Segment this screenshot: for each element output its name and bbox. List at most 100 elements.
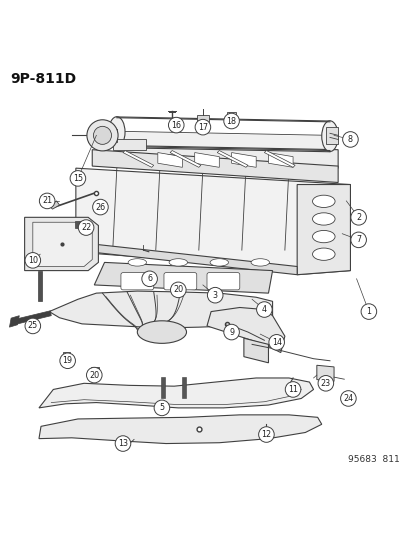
Ellipse shape [137, 321, 186, 343]
Ellipse shape [312, 230, 334, 243]
Polygon shape [125, 146, 337, 168]
Polygon shape [217, 150, 247, 167]
Circle shape [115, 436, 131, 451]
Text: 10: 10 [28, 256, 38, 265]
Polygon shape [170, 150, 200, 167]
Text: 24: 24 [342, 394, 353, 403]
Ellipse shape [312, 213, 334, 225]
Polygon shape [76, 168, 349, 274]
Circle shape [60, 353, 75, 368]
Polygon shape [24, 217, 98, 271]
Text: 7: 7 [355, 236, 360, 244]
Circle shape [268, 335, 284, 350]
Circle shape [154, 400, 169, 416]
Ellipse shape [321, 121, 337, 151]
Polygon shape [9, 316, 19, 327]
Polygon shape [92, 244, 297, 274]
Text: 22: 22 [81, 223, 91, 232]
Ellipse shape [250, 259, 269, 266]
Circle shape [170, 282, 186, 297]
Polygon shape [39, 378, 313, 408]
Circle shape [223, 113, 239, 129]
Text: 8: 8 [347, 135, 352, 144]
Text: 15: 15 [73, 174, 83, 183]
Polygon shape [264, 150, 294, 167]
Text: 19: 19 [62, 356, 73, 365]
Circle shape [342, 132, 357, 147]
Text: 4: 4 [261, 305, 266, 314]
Circle shape [258, 427, 273, 442]
Circle shape [87, 120, 118, 151]
Text: 1: 1 [366, 307, 370, 316]
Text: 13: 13 [118, 439, 128, 448]
Text: 21: 21 [42, 197, 52, 205]
Polygon shape [196, 115, 209, 122]
FancyBboxPatch shape [164, 273, 196, 290]
Text: 2: 2 [355, 213, 360, 222]
Polygon shape [226, 111, 235, 117]
Circle shape [93, 199, 108, 215]
Text: 20: 20 [173, 285, 183, 294]
Circle shape [195, 119, 210, 135]
Polygon shape [94, 262, 272, 293]
Text: 3: 3 [212, 290, 217, 300]
Circle shape [340, 391, 355, 406]
Text: 16: 16 [171, 120, 181, 130]
Ellipse shape [312, 248, 334, 260]
Circle shape [70, 171, 85, 186]
Circle shape [350, 209, 366, 225]
Circle shape [86, 367, 102, 383]
FancyBboxPatch shape [121, 273, 153, 290]
Ellipse shape [169, 259, 187, 266]
Ellipse shape [312, 195, 334, 207]
Ellipse shape [108, 117, 125, 148]
Polygon shape [39, 415, 321, 443]
Polygon shape [112, 140, 145, 150]
Circle shape [317, 376, 333, 391]
Circle shape [223, 324, 239, 340]
Circle shape [360, 304, 376, 319]
Text: 11: 11 [287, 385, 297, 394]
Polygon shape [316, 365, 333, 381]
Text: 9P-811D: 9P-811D [10, 72, 76, 86]
Polygon shape [181, 377, 185, 399]
Polygon shape [92, 150, 337, 182]
Polygon shape [157, 152, 182, 167]
Text: 23: 23 [320, 379, 330, 388]
Ellipse shape [128, 259, 146, 266]
Circle shape [78, 220, 94, 236]
Text: 5: 5 [159, 403, 164, 413]
Circle shape [39, 193, 55, 209]
FancyBboxPatch shape [206, 273, 239, 290]
Circle shape [350, 232, 366, 248]
Polygon shape [88, 129, 116, 141]
Circle shape [25, 318, 40, 334]
Text: 9: 9 [228, 328, 234, 336]
Text: 95683  811: 95683 811 [347, 455, 399, 464]
Text: 18: 18 [226, 117, 236, 125]
Polygon shape [123, 150, 153, 167]
Text: 20: 20 [89, 370, 99, 379]
Polygon shape [206, 308, 284, 352]
Text: 26: 26 [95, 203, 105, 212]
Circle shape [168, 117, 184, 133]
Text: 12: 12 [261, 430, 271, 439]
Polygon shape [161, 377, 165, 399]
Polygon shape [231, 152, 256, 167]
Circle shape [93, 126, 111, 144]
Polygon shape [116, 132, 329, 150]
Polygon shape [194, 152, 219, 167]
Polygon shape [268, 152, 292, 167]
Polygon shape [49, 291, 272, 328]
Circle shape [285, 382, 300, 397]
Polygon shape [33, 222, 92, 266]
Polygon shape [38, 271, 42, 301]
Circle shape [256, 302, 271, 317]
Text: 14: 14 [271, 338, 281, 347]
Polygon shape [63, 352, 70, 357]
Polygon shape [49, 201, 59, 209]
Text: 25: 25 [28, 321, 38, 330]
Polygon shape [243, 338, 268, 363]
Polygon shape [91, 367, 99, 372]
Text: 6: 6 [147, 274, 152, 284]
